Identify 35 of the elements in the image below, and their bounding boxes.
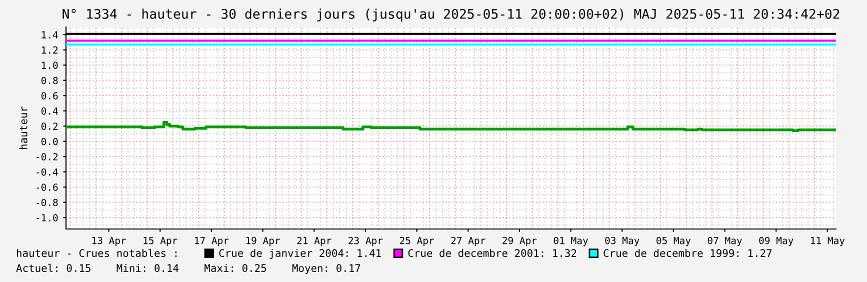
x-tick-label: 21 Apr [297,236,332,246]
x-tick-label: 07 May [708,236,742,246]
y-tick-label: 0.6 [41,92,58,100]
x-tick-label: 05 May [656,236,691,246]
x-tick-label: 15 Apr [144,236,178,246]
text: Actuel: 0.15 Mini: 0.14 Maxi: 0.25 Moyen: 0.17 [16,264,360,274]
x-tick-label: 01 May [554,236,588,246]
x-tick-label: 09 May [759,236,794,246]
x-tick-label: 03 May [605,236,640,246]
y-tick-label: 0.4 [41,107,58,115]
y-tick-label: 0.2 [41,122,58,130]
x-tick-label: 29 Apr [502,236,537,246]
y-tick-label: 1.4 [42,31,58,38]
y-tick-label: -0.2 [36,153,58,160]
y-axis-title: hauteur [19,106,28,149]
y-tick-label: 1.2 [42,46,58,54]
legend-label: Crue de decembre 2001: 1.32 [408,248,576,258]
legend-label: Crue de janvier 2004: 1.41 [219,248,381,260]
x-tick-label: 11 May [811,236,845,246]
y-tick-label: -0.4 [36,168,58,176]
x-tick-label: 19 Apr [246,236,280,246]
x-tick-label: 13 Apr [92,236,126,246]
legend-label: Crue de decembre 1999: 1.27 [604,248,772,258]
x-tick-label: 17 Apr [195,236,229,246]
x-tick-label: 27 Apr [451,236,486,246]
y-tick-label: -0.6 [36,184,58,191]
y-tick-label: -0.8 [36,198,58,206]
y-tick-label: 0.0 [41,138,58,146]
text: hauteur - Crues notables : [16,248,177,258]
chart-title: N° 1334 - hauteur - 30 derniers jours (jusqu'au 2025-05-11 20:00:00+02) MAJ 2025-05-11 20:34:42+02 [62,8,840,22]
y-tick-label: 1.0 [42,62,58,69]
y-tick-label: 0.8 [41,76,58,84]
x-tick-label: 25 Apr [400,236,434,246]
x-tick-label: 23 Apr [348,236,383,246]
y-tick-label: -1.0 [36,214,58,222]
